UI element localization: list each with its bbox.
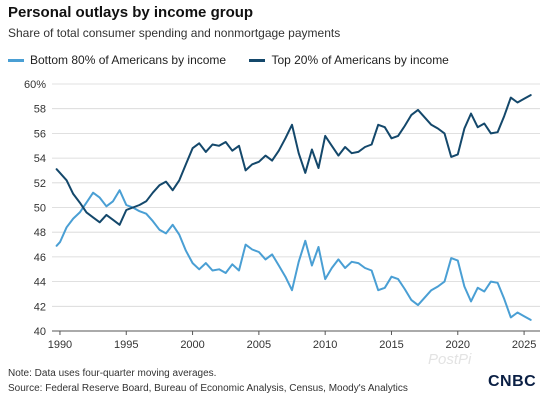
- x-tick-label: 2000: [180, 339, 204, 351]
- y-tick-label: 54: [34, 153, 46, 165]
- legend-label-bottom80: Bottom 80% of Americans by income: [30, 53, 227, 67]
- y-tick-label: 44: [34, 277, 46, 289]
- chart-subtitle: Share of total consumer spending and non…: [8, 26, 341, 40]
- x-tick-label: 2015: [379, 339, 403, 351]
- legend-swatch-bottom80: [8, 59, 24, 63]
- y-tick-label: 60%: [24, 79, 46, 91]
- legend-item-top20: Top 20% of Americans by income: [249, 53, 449, 67]
- x-tick-label: 2020: [446, 339, 470, 351]
- y-tick-label: 50: [34, 203, 46, 215]
- chart-legend: Bottom 80% of Americans by income Top 20…: [8, 53, 469, 67]
- x-tick-label: 1990: [48, 339, 72, 351]
- y-tick-label: 42: [34, 301, 46, 313]
- legend-label-top20: Top 20% of Americans by income: [271, 53, 449, 67]
- y-tick-label: 46: [34, 252, 46, 264]
- chart-title: Personal outlays by income group: [8, 4, 254, 21]
- x-tick-label: 2025: [512, 339, 536, 351]
- x-axis-ticks: 1990 1995 2000 2005 2010 2015 2020 2025: [48, 331, 536, 351]
- line-top-20: [55, 94, 532, 226]
- y-tick-label: 56: [34, 128, 46, 140]
- legend-swatch-top20: [249, 59, 266, 63]
- chart-source: Source: Federal Reserve Board, Bureau of…: [8, 383, 408, 394]
- y-axis-ticks: 40 42 44 46 48 50 52 54 56 58 60%: [24, 79, 46, 338]
- chart-note: Note: Data uses four-quarter moving aver…: [8, 368, 217, 379]
- y-tick-label: 58: [34, 104, 46, 116]
- x-tick-label: 1995: [114, 339, 138, 351]
- series-lines: [55, 94, 532, 321]
- x-tick-label: 2010: [313, 339, 337, 351]
- y-tick-label: 52: [34, 178, 46, 190]
- y-tick-label: 40: [34, 326, 46, 338]
- x-tick-label: 2005: [247, 339, 271, 351]
- watermark: PostPi: [428, 351, 472, 368]
- cnbc-logo: CNBC: [488, 373, 537, 390]
- legend-item-bottom80: Bottom 80% of Americans by income: [8, 53, 226, 67]
- y-tick-label: 48: [34, 227, 46, 239]
